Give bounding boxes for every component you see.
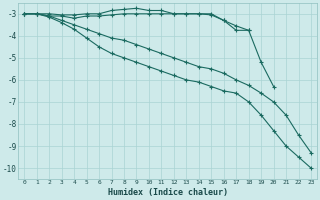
X-axis label: Humidex (Indice chaleur): Humidex (Indice chaleur) xyxy=(108,188,228,197)
